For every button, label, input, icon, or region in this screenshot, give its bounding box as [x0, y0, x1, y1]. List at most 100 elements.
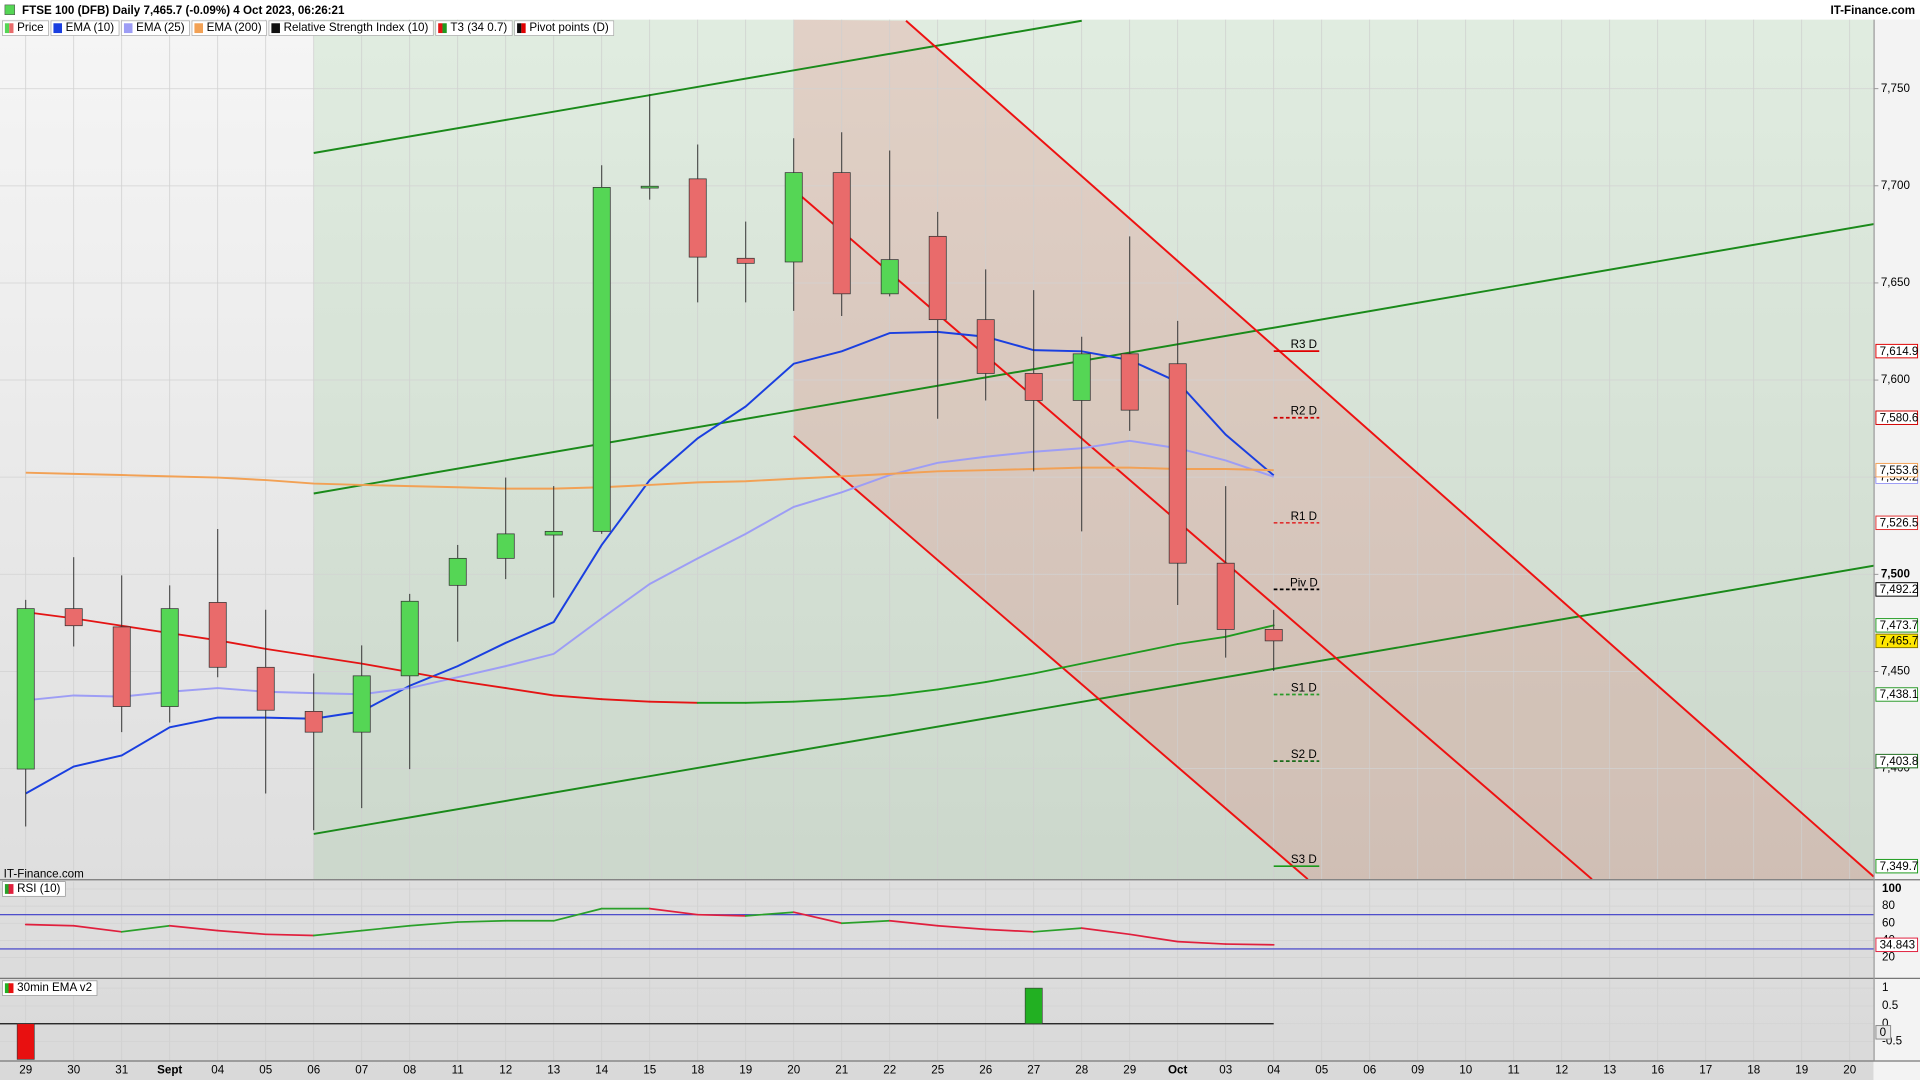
x-tick-label: 04 [1267, 1063, 1280, 1076]
chart-title: FTSE 100 (DFB) Daily 7,465.7 (-0.09%) 4 … [22, 4, 345, 17]
value-box [1875, 618, 1919, 633]
candle-body [1264, 629, 1283, 642]
candle-body [640, 185, 659, 189]
title-bar [0, 0, 1920, 20]
source: IT-Finance.com [1830, 4, 1915, 17]
candle-body [832, 172, 851, 295]
value-box-label: 7,349.7 [1880, 860, 1919, 873]
rsi-line [936, 924, 987, 931]
ema-line [25, 330, 1275, 795]
panel-label-swatch [4, 983, 10, 994]
value-box-label: 7,438.1 [1880, 688, 1919, 701]
x-tick-label: 13 [547, 1063, 560, 1076]
y-tick-label: 7,700 [1881, 179, 1911, 192]
signal-bar [1024, 987, 1043, 1025]
panel-label-swatch [8, 884, 14, 894]
x-tick-label: 05 [259, 1063, 272, 1076]
panel-label-swatch [4, 884, 10, 894]
rsi-line [264, 933, 315, 937]
marks-layer [0, 94, 1874, 1060]
trendline [313, 564, 1874, 835]
signal-tick-label: 1 [1882, 981, 1888, 994]
pivot-label: S2 D [1291, 748, 1317, 761]
x-tick-label: 25 [931, 1063, 944, 1076]
x-tick-label: 29 [1123, 1063, 1136, 1076]
value-box [1875, 1025, 1892, 1040]
t3-line [1224, 624, 1275, 638]
t3-line [1128, 643, 1179, 655]
rsi-line [24, 923, 75, 927]
x-tick-label: 26 [979, 1063, 992, 1076]
x-tick-label: 12 [499, 1063, 512, 1076]
x-tick-label: 07 [355, 1063, 368, 1076]
ema-line [25, 439, 1275, 702]
candle-body [352, 675, 371, 733]
x-tick-label: Oct [1168, 1063, 1188, 1076]
rsi-line [1176, 940, 1227, 945]
x-tick-label: 31 [115, 1063, 128, 1076]
rsi-line [456, 919, 507, 923]
rsi-line [552, 907, 603, 922]
x-tick-label: 28 [1075, 1063, 1088, 1076]
y-tick-label: 7,600 [1881, 373, 1911, 386]
t3-line [552, 694, 603, 701]
x-tick-label: 11 [1508, 1063, 1520, 1076]
candle-body [160, 608, 179, 707]
x-tick-label: 12 [1555, 1063, 1568, 1076]
candle-body [688, 178, 707, 258]
x-tick-label: 06 [1363, 1063, 1376, 1076]
value-box [1875, 343, 1919, 359]
legend-item-bg [514, 20, 615, 36]
t3-line [456, 679, 507, 689]
legend-item-bg [2, 20, 49, 36]
signal-tick-label: 0 [1882, 1017, 1889, 1030]
t3-line [984, 672, 1035, 683]
panel-label-bg [2, 980, 98, 996]
t3-line [888, 688, 939, 697]
legend-label: Relative Strength Index (10) [284, 21, 429, 34]
y-tick-label: 7,450 [1881, 664, 1911, 677]
t3-line [936, 681, 987, 691]
rsi-tick-label: 80 [1882, 899, 1895, 912]
t3-line [504, 687, 555, 697]
watermark: IT-Finance.com [4, 867, 84, 880]
candle-body [928, 235, 947, 321]
rsi-line [168, 924, 219, 932]
value-box [1875, 937, 1919, 953]
candle-body [1120, 353, 1139, 411]
rsi-line [888, 919, 939, 927]
panel-layer [0, 19, 1920, 1062]
rsi-line [984, 928, 1035, 933]
x-tick-label: 29 [19, 1063, 32, 1076]
x-tick-label: 11 [452, 1063, 464, 1076]
panel-label: 30min EMA v2 [17, 981, 92, 994]
trendline [313, 19, 1082, 154]
trendline [793, 188, 1593, 880]
x-tick-label: 20 [1843, 1063, 1856, 1076]
legend-label: Pivot points (D) [529, 21, 609, 34]
rsi-line [72, 924, 123, 933]
t3-line [312, 655, 363, 665]
t3-line [1032, 662, 1083, 675]
candle-body [1216, 562, 1235, 630]
pivot-label: S1 D [1291, 681, 1317, 694]
red-zone [793, 19, 1874, 880]
value-box-label: 7,580.6 [1880, 411, 1919, 424]
candle-body [544, 530, 563, 536]
legend-label: T3 (34 0.7) [450, 21, 507, 34]
x-tick-label: 04 [211, 1063, 224, 1076]
rsi-lines [24, 907, 1275, 946]
legend-label: EMA (25) [136, 21, 185, 34]
x-tick-label: 22 [883, 1063, 896, 1076]
right-axis-bg [1873, 19, 1920, 1080]
candle-body [208, 602, 227, 668]
legend-label: Price [17, 21, 44, 34]
candle-body [1168, 363, 1187, 564]
candle-body [16, 608, 35, 770]
x-tick-label: 19 [739, 1063, 752, 1076]
rsi-line [1032, 927, 1083, 933]
legend-label: EMA (200) [207, 21, 262, 34]
legend-swatch [438, 23, 443, 34]
value-box [1875, 582, 1919, 597]
candle-body [784, 172, 803, 263]
